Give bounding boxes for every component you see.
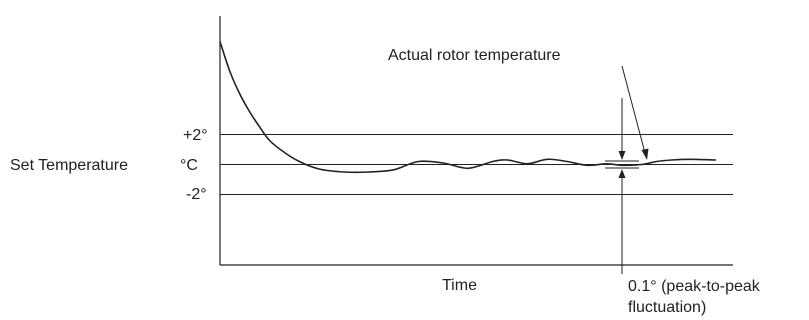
y-tick-label-plus2: +2°	[183, 127, 208, 144]
annotation-fluctuation: fluctuation)	[628, 299, 706, 316]
annotation-peak-to-peak: 0.1° (peak-to-peak	[628, 278, 761, 295]
y-tick-label-minus2: -2°	[186, 186, 207, 203]
reference-lines	[220, 134, 733, 195]
annotation-actual-rotor-temperature: Actual rotor temperature	[388, 47, 561, 64]
y-axis-unit-label: °C	[180, 157, 198, 174]
fluctuation-lower-arrowhead	[618, 169, 626, 178]
fluctuation-upper-arrowhead	[618, 151, 626, 160]
annotation-pointer-arrowhead	[641, 148, 649, 160]
annotation-pointer-line	[621, 65, 646, 154]
x-axis-label: Time	[442, 277, 477, 294]
y-axis-label: Set Temperature	[10, 157, 128, 174]
actual-rotor-temperature-curve	[219, 41, 717, 174]
